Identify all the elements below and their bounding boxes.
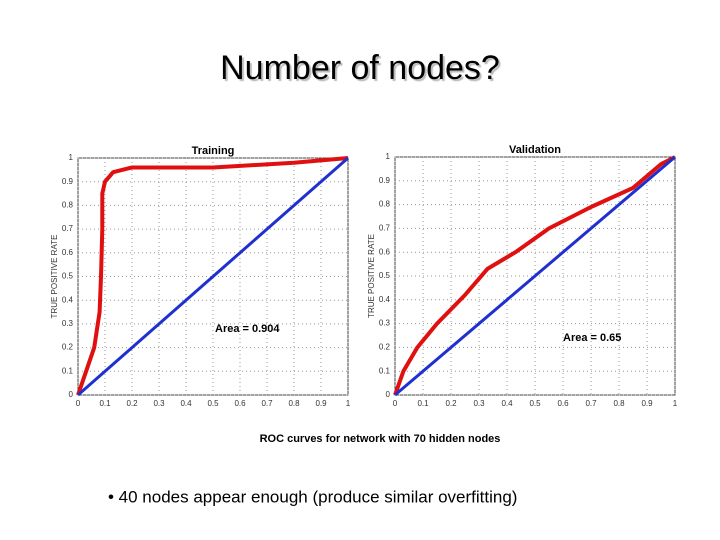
y-tick-label: 0.4 bbox=[379, 295, 391, 304]
x-tick-label: 0.1 bbox=[99, 399, 111, 408]
y-tick-label: 0.7 bbox=[62, 224, 74, 233]
annotation: Area = 0.65 bbox=[563, 332, 621, 344]
x-tick-label: 0.3 bbox=[473, 399, 485, 408]
x-tick-label: 0.2 bbox=[445, 399, 457, 408]
y-axis-label: TRUE POSITIVE RATE bbox=[50, 235, 59, 319]
x-tick-label: 0.5 bbox=[529, 399, 541, 408]
x-tick-label: 1 bbox=[346, 399, 351, 408]
x-tick-label: 0.5 bbox=[207, 399, 219, 408]
x-tick-label: 0.7 bbox=[585, 399, 597, 408]
y-tick-label: 0.9 bbox=[379, 176, 391, 185]
y-tick-label: 0 bbox=[386, 390, 391, 399]
y-tick-label: 0.1 bbox=[62, 366, 74, 375]
y-tick-label: 0.3 bbox=[379, 319, 391, 328]
chart-title: Validation bbox=[509, 144, 561, 156]
x-tick-label: 0 bbox=[393, 399, 398, 408]
x-tick-label: 1 bbox=[673, 399, 678, 408]
chart-title: Training bbox=[192, 145, 235, 157]
y-tick-label: 0 bbox=[69, 390, 74, 399]
x-tick-label: 0.2 bbox=[126, 399, 138, 408]
roc-line bbox=[76, 156, 349, 396]
x-tick-label: 0.7 bbox=[261, 399, 273, 408]
annotation: Area = 0.904 bbox=[215, 323, 280, 335]
y-tick-label: 0.2 bbox=[62, 343, 74, 352]
x-tick-label: 0.9 bbox=[315, 399, 327, 408]
y-tick-label: 0.4 bbox=[62, 295, 74, 304]
y-tick-label: 0.3 bbox=[62, 319, 74, 328]
x-tick-label: 0.4 bbox=[180, 399, 192, 408]
bullet-text: • 40 nodes appear enough (produce simila… bbox=[108, 487, 517, 506]
x-tick-label: 0.8 bbox=[288, 399, 300, 408]
roc-line bbox=[394, 155, 676, 397]
x-tick-label: 0.9 bbox=[641, 399, 653, 408]
x-tick-label: 0.6 bbox=[557, 399, 569, 408]
slide-title: Number of nodes? bbox=[220, 49, 500, 87]
y-tick-label: 0.5 bbox=[62, 272, 74, 281]
x-tick-label: 0.8 bbox=[613, 399, 625, 408]
y-tick-label: 0.8 bbox=[379, 200, 391, 209]
x-tick-label: 0.6 bbox=[234, 399, 246, 408]
roc-line bbox=[393, 155, 676, 396]
caption: ROC curves for network with 70 hidden no… bbox=[260, 433, 501, 445]
y-tick-label: 0.1 bbox=[379, 366, 391, 375]
x-tick-label: 0.3 bbox=[153, 399, 165, 408]
y-tick-label: 0.6 bbox=[379, 247, 391, 256]
y-tick-label: 0.9 bbox=[62, 177, 74, 186]
y-tick-label: 1 bbox=[386, 152, 391, 161]
y-tick-label: 0.5 bbox=[379, 271, 391, 280]
y-tick-label: 0.7 bbox=[379, 224, 391, 233]
y-tick-label: 0.8 bbox=[62, 201, 74, 210]
x-tick-label: 0.1 bbox=[417, 399, 429, 408]
y-tick-label: 0.6 bbox=[62, 248, 74, 257]
y-axis-label: TRUE POSITIVE RATE bbox=[367, 234, 376, 318]
roc-line bbox=[77, 156, 349, 397]
y-tick-label: 1 bbox=[69, 153, 74, 162]
x-tick-label: 0 bbox=[76, 399, 81, 408]
x-tick-label: 0.4 bbox=[501, 399, 513, 408]
y-tick-label: 0.2 bbox=[379, 343, 391, 352]
